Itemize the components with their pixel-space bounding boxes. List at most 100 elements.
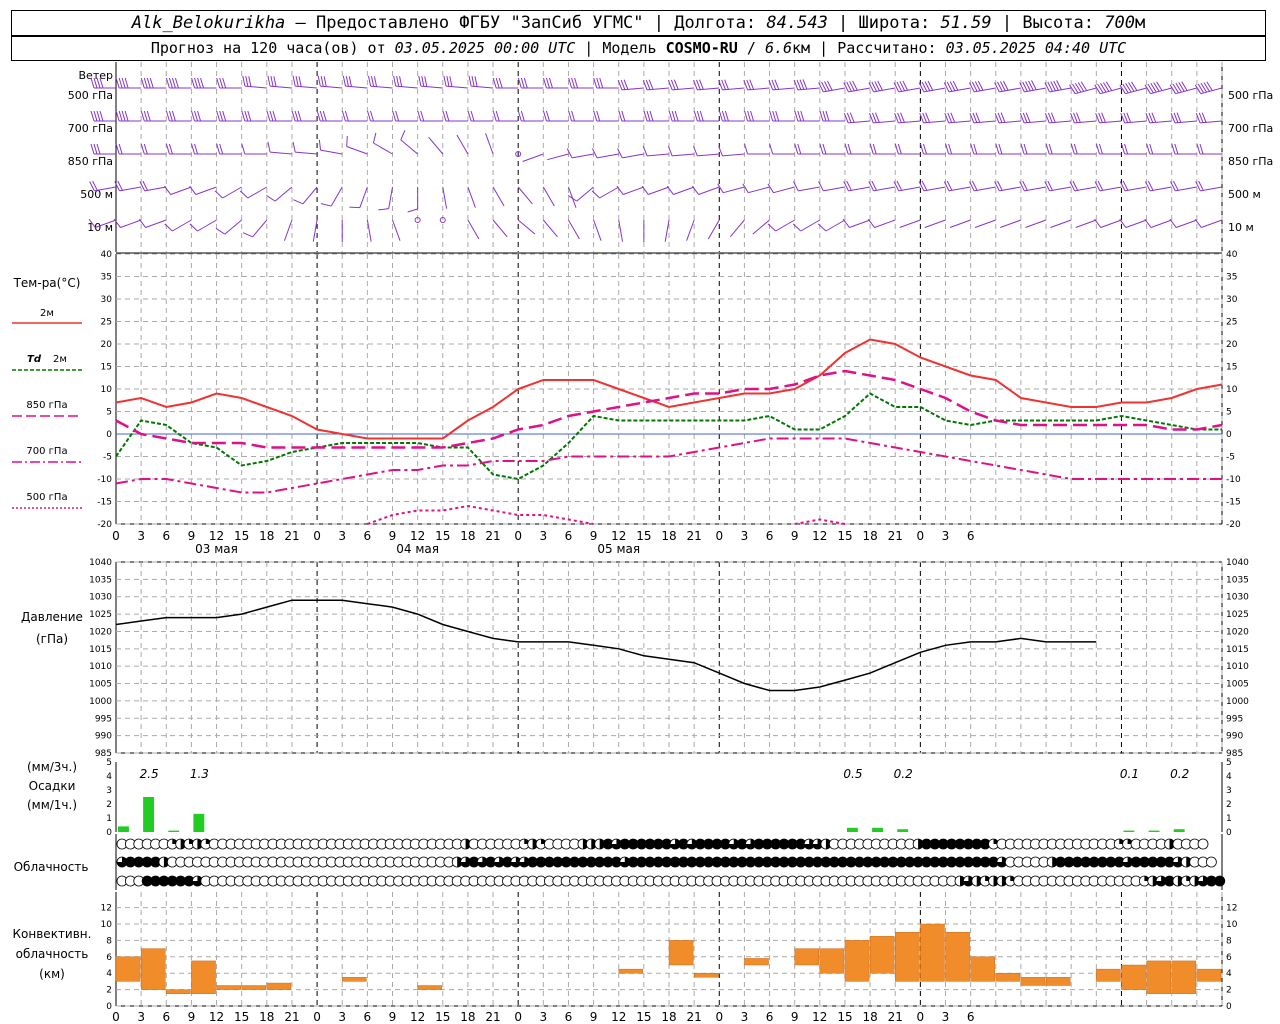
wind-barb-feather (874, 112, 880, 123)
cloud-full (544, 857, 555, 867)
wind-barb (1044, 80, 1072, 93)
wind-level-right-0: 500 гПа (1228, 89, 1273, 102)
wind-barb-feather (88, 218, 96, 228)
cloud-symbol (753, 838, 765, 850)
wind-barb-feather (874, 81, 880, 92)
hour-tick-temp: 6 (967, 529, 975, 543)
wind-barb (1195, 112, 1223, 124)
wind-barb-shaft (145, 219, 167, 228)
wind-barb-feather (266, 110, 271, 122)
wind-barb (216, 77, 242, 89)
hour-tick-temp: 9 (188, 529, 196, 543)
wind-barb-feather (342, 75, 346, 87)
wind-barb-feather (924, 81, 931, 92)
pressure-line (115, 599, 1097, 692)
wind-barb-feather (1047, 180, 1053, 191)
wind-barb-feather (768, 80, 774, 91)
wind-barb-shaft (522, 153, 544, 162)
wind-barb (542, 186, 555, 207)
wind-barb-shaft (346, 146, 368, 155)
conv-label-3: (км) (39, 967, 65, 981)
wind-barb-feather (642, 146, 648, 157)
wind-barb-feather (847, 143, 852, 155)
hour-tick-temp: 3 (539, 529, 547, 543)
precip-bars (118, 797, 1185, 832)
cloud-full (929, 839, 940, 849)
wind-barb (164, 185, 192, 195)
cloud-full (720, 857, 731, 867)
wind-barb-feather (769, 143, 774, 155)
cloud-full (862, 857, 873, 867)
conv-bar (819, 948, 845, 974)
wind-barb-shaft (373, 142, 393, 155)
cloud-symbol (812, 856, 823, 868)
hour-tick-temp: 18 (460, 529, 475, 543)
wind-barb (568, 219, 580, 240)
wind-barb-feather (774, 79, 780, 90)
cloud-full (720, 839, 731, 849)
cloud-full (1130, 857, 1141, 867)
cloud-fill (1172, 857, 1183, 868)
wind-barb-feather (1196, 143, 1201, 155)
wind-barb-shaft (428, 136, 444, 155)
cloud-full (536, 857, 546, 867)
hour-tick-conv: 3 (942, 1010, 950, 1024)
precip-bar (872, 827, 883, 832)
precip-value-label: 0.2 (894, 767, 913, 781)
legend-t2m-label: 2м (40, 308, 54, 319)
cloud-symbol (996, 856, 1008, 868)
wind-barb-feather (667, 146, 673, 157)
wind-barb (1095, 143, 1122, 155)
wind-barb-feather (219, 110, 224, 122)
wind-barb-shaft (1075, 219, 1097, 228)
cloud-full (594, 857, 605, 867)
wind-barb-feather (492, 77, 497, 89)
wind-barb-shaft (392, 219, 401, 241)
cloud-full (980, 839, 991, 849)
wind-barb-feather (1173, 112, 1179, 123)
wind-barb-shaft (974, 186, 996, 192)
wind-barb-feather (165, 77, 170, 89)
wind-barb (165, 77, 192, 89)
wind-barb (89, 180, 117, 192)
wind-barb (367, 75, 393, 89)
temp-tick-label-right: 10 (1226, 385, 1238, 395)
cloud-full (887, 857, 898, 867)
wind-barb (164, 219, 192, 232)
wind-barb-shaft (1200, 120, 1223, 124)
wind-barb (969, 112, 996, 124)
wind-barb-feather (318, 139, 322, 151)
cloud-symbol (678, 838, 689, 850)
wind-barb (768, 79, 795, 91)
wind-level-3: 500 м (80, 188, 113, 201)
wind-barb-feather (921, 81, 928, 92)
pres-tick-label: 1010 (89, 662, 112, 672)
wind-barb-feather (138, 218, 147, 228)
pres-tick-label-right: 985 (1226, 749, 1243, 759)
wind-calm (414, 217, 421, 223)
wind-barb-shaft (999, 186, 1021, 192)
wind-barb (944, 112, 971, 124)
cloud-symbol (1004, 875, 1016, 887)
wind-barb-feather (645, 79, 651, 90)
wind-barb-feather (599, 77, 604, 89)
wind-barb-feather (222, 77, 227, 89)
wind-barb-feather (407, 208, 418, 213)
cloud-full (577, 857, 588, 867)
conv-bar (668, 940, 694, 966)
wind-barb-feather (945, 143, 950, 155)
alt-unit: м (1134, 13, 1146, 33)
wind-barb-feather (1171, 143, 1176, 155)
wind-barb-shaft (1149, 120, 1172, 124)
cloud-symbol (761, 838, 773, 850)
temp-tick-label-right: 15 (1226, 363, 1237, 373)
cloud-symbol (1164, 875, 1175, 887)
conv-tick-label-right: 12 (1226, 904, 1237, 914)
wind-barb-feather (248, 76, 252, 87)
forecast-label: Прогноз на 120 часа(ов) от (150, 39, 386, 57)
cloud-full (896, 857, 907, 867)
wind-barb-shaft (172, 219, 192, 232)
wind-barb-shaft (547, 153, 569, 161)
cloud-symbol (803, 838, 815, 850)
wind-barb (899, 219, 921, 228)
